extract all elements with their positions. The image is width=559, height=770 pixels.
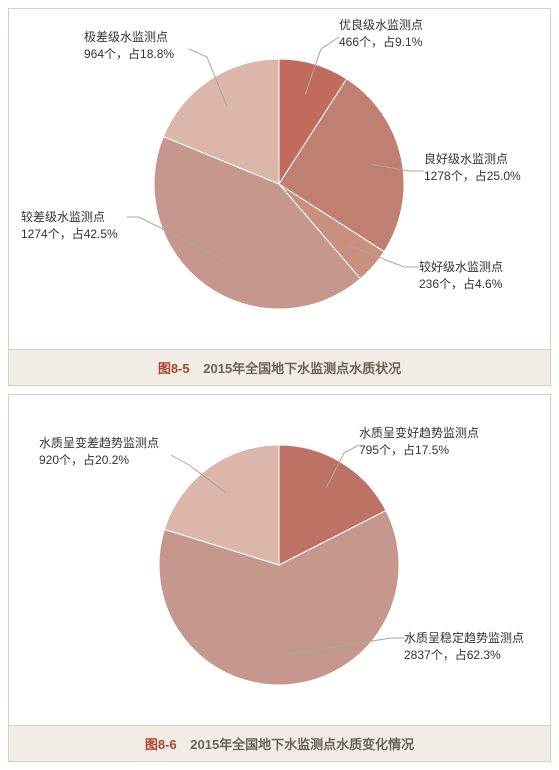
slice-label-line1-s4: 极差级水监测点 <box>84 29 174 46</box>
caption-bar-2: 图8-6 2015年全国地下水监测点水质变化情况 <box>9 725 550 761</box>
slice-label-line2-t1: 2837个，占62.3% <box>404 647 524 664</box>
chart-block-1: 优良级水监测点466个，占9.1% 良好级水监测点1278个，占25.0% 较好级水… <box>8 8 551 386</box>
slice-label-line2-s2: 236个，占4.6% <box>419 276 503 293</box>
slice-label-t1: 水质呈稳定趋势监测点2837个，占62.3% <box>404 630 524 664</box>
slice-label-line2-s1: 1278个，占25.0% <box>424 168 521 185</box>
chart-area-2: 水质呈变好趋势监测点795个，占17.5% 水质呈稳定趋势监测点2837个，占62… <box>9 395 550 725</box>
slice-label-s0: 优良级水监测点466个，占9.1% <box>339 17 423 51</box>
figure-title-2: 2015年全国地下水监测点水质变化情况 <box>190 737 414 752</box>
slice-label-s3: 较差级水监测点1274个，占42.5% <box>21 209 118 243</box>
slice-label-line1-t1: 水质呈稳定趋势监测点 <box>404 630 524 647</box>
chart-area-1: 优良级水监测点466个，占9.1% 良好级水监测点1278个，占25.0% 较好级水… <box>9 9 550 349</box>
slice-label-line1-s2: 较好级水监测点 <box>419 259 503 276</box>
figure-number-2: 图8-6 <box>145 737 177 752</box>
slice-label-line2-s4: 964个，占18.8% <box>84 46 174 63</box>
slice-label-line1-t2: 水质呈变差趋势监测点 <box>39 435 159 452</box>
slice-label-line2-s0: 466个，占9.1% <box>339 34 423 51</box>
slice-label-line1-s1: 良好级水监测点 <box>424 151 521 168</box>
slice-label-s1: 良好级水监测点1278个，占25.0% <box>424 151 521 185</box>
slice-label-line2-s3: 1274个，占42.5% <box>21 226 118 243</box>
slice-label-line1-s3: 较差级水监测点 <box>21 209 118 226</box>
slice-label-t0: 水质呈变好趋势监测点795个，占17.5% <box>359 425 479 459</box>
slice-label-line1-t0: 水质呈变好趋势监测点 <box>359 425 479 442</box>
figure-number-1: 图8-5 <box>158 361 190 376</box>
slice-label-line2-t0: 795个，占17.5% <box>359 442 479 459</box>
slice-label-s2: 较好级水监测点236个，占4.6% <box>419 259 503 293</box>
slice-label-s4: 极差级水监测点964个，占18.8% <box>84 29 174 63</box>
slice-label-t2: 水质呈变差趋势监测点920个，占20.2% <box>39 435 159 469</box>
caption-bar-1: 图8-5 2015年全国地下水监测点水质状况 <box>9 349 550 385</box>
slice-label-line2-t2: 920个，占20.2% <box>39 452 159 469</box>
slice-label-line1-s0: 优良级水监测点 <box>339 17 423 34</box>
chart-block-2: 水质呈变好趋势监测点795个，占17.5% 水质呈稳定趋势监测点2837个，占62… <box>8 394 551 762</box>
figure-title-1: 2015年全国地下水监测点水质状况 <box>203 361 401 376</box>
